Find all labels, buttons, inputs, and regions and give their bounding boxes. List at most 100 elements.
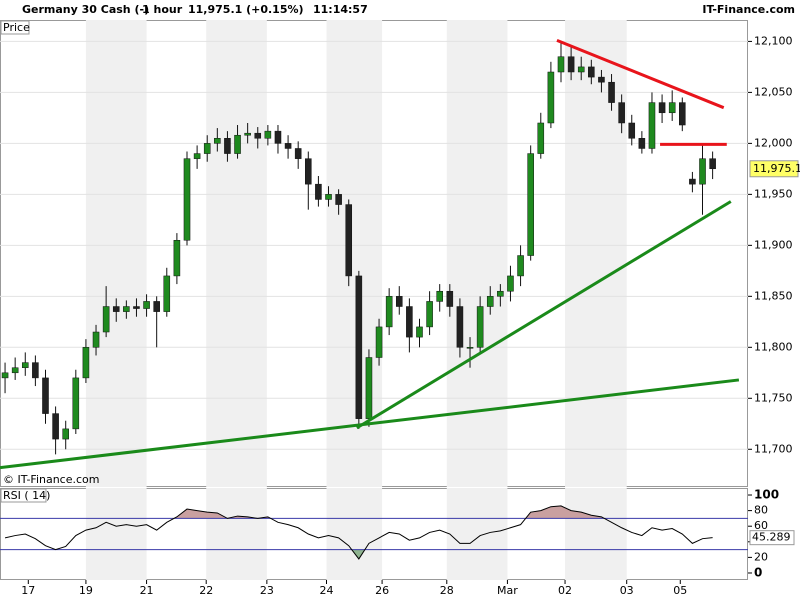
- day-band: [446, 488, 508, 580]
- y-tick-label: 60: [754, 519, 768, 532]
- candle-body: [416, 326, 423, 338]
- brand: IT-Finance.com: [702, 3, 795, 16]
- y-tick-label: 80: [754, 504, 768, 517]
- candle-body: [375, 326, 383, 358]
- candle-body: [608, 81, 615, 103]
- candle-body: [365, 357, 373, 419]
- candle-body: [598, 76, 605, 83]
- candle-body: [456, 306, 464, 348]
- y-tick-label: 11,800: [754, 340, 793, 353]
- candle-body: [466, 347, 474, 349]
- candle-body: [1, 372, 9, 379]
- y-tick-label: 12,050: [754, 85, 793, 98]
- x-tick-label: 03: [620, 584, 634, 597]
- trend-line: [356, 200, 732, 430]
- candle-body: [658, 102, 666, 114]
- y-tick-label: 11,900: [754, 238, 793, 251]
- y-tick-label: 100: [754, 488, 779, 502]
- candle-body: [355, 275, 363, 419]
- candle-body: [476, 306, 484, 348]
- candle-body: [486, 296, 494, 307]
- y-tick-label: 11,950: [754, 187, 793, 200]
- x-tick-label: 05: [673, 584, 687, 597]
- candle-body: [628, 122, 636, 139]
- trend-line: [0, 378, 740, 470]
- candle-body: [385, 296, 393, 328]
- x-tick-label: 26: [375, 584, 389, 597]
- last-price-label: 11,975.1: [753, 162, 800, 175]
- candle-body: [335, 194, 342, 205]
- candle-body: [537, 122, 545, 154]
- candle-body: [163, 275, 171, 312]
- candle-body: [567, 56, 575, 73]
- candle-body: [436, 290, 443, 302]
- y-tick-label: 11,750: [754, 391, 793, 404]
- chart-title: Germany 30 Cash (-): [22, 3, 149, 16]
- rsi-last-label: 45.289: [752, 531, 791, 544]
- candle-body: [274, 130, 282, 144]
- y-tick-label: 0: [754, 565, 762, 579]
- y-tick-label: 11,700: [754, 442, 793, 455]
- candle-body: [123, 306, 130, 312]
- time: 11:14:57: [313, 3, 368, 16]
- candle-body: [315, 183, 322, 200]
- candle-body: [183, 158, 191, 241]
- y-tick-label: 12,100: [754, 34, 793, 47]
- candle-body: [507, 275, 514, 292]
- candle-body: [577, 66, 585, 73]
- y-tick-label: 20: [754, 550, 768, 563]
- candle-body: [679, 102, 686, 126]
- watermark: © IT-Finance.com: [3, 473, 100, 486]
- candle-body: [254, 132, 262, 139]
- candle-body: [82, 347, 90, 379]
- x-tick-label: 24: [319, 584, 333, 597]
- x-tick-label: 28: [440, 584, 454, 597]
- y-tick-label: 12,000: [754, 136, 793, 149]
- candle-body: [497, 290, 504, 297]
- x-tick-label: 19: [79, 584, 93, 597]
- candle-body: [234, 134, 241, 154]
- candle-body: [264, 130, 272, 139]
- candle-body: [699, 158, 706, 185]
- candle-body: [52, 413, 59, 440]
- y-tick-label: 11,850: [754, 289, 793, 302]
- day-band: [565, 488, 627, 580]
- x-tick-label: 22: [199, 584, 213, 597]
- candle-body: [517, 255, 524, 277]
- candle-body: [668, 102, 676, 114]
- candle-body: [224, 138, 231, 154]
- candle-body: [618, 102, 625, 124]
- day-band: [85, 20, 147, 487]
- candle-body: [193, 153, 201, 159]
- rsi-last-box: [749, 530, 795, 546]
- candle-body: [153, 301, 160, 312]
- candle-body: [214, 138, 221, 144]
- day-band: [206, 488, 267, 580]
- candle-body: [406, 306, 413, 338]
- candle-body: [244, 132, 251, 136]
- candle-body: [325, 194, 332, 200]
- candle-body: [11, 367, 19, 374]
- day-band: [565, 20, 627, 487]
- day-band: [326, 488, 383, 580]
- x-tick-label: 23: [260, 584, 274, 597]
- day-band: [446, 20, 508, 487]
- candle-body: [294, 148, 302, 159]
- candle-body: [395, 296, 403, 307]
- panel-label-box: [0, 20, 30, 35]
- candle-body: [547, 71, 555, 124]
- day-band: [326, 20, 383, 487]
- x-tick-label: Mar: [497, 584, 518, 597]
- candle-body: [112, 306, 120, 312]
- trend-line: [556, 39, 725, 110]
- day-band: [85, 488, 147, 580]
- candle-body: [345, 204, 353, 277]
- candle-body: [102, 306, 110, 333]
- candle-body: [284, 143, 292, 149]
- candle-body: [21, 362, 29, 368]
- interval: 1 hour: [142, 3, 183, 16]
- day-band: [206, 20, 267, 487]
- candle-body: [42, 377, 49, 414]
- candle-body: [32, 362, 39, 379]
